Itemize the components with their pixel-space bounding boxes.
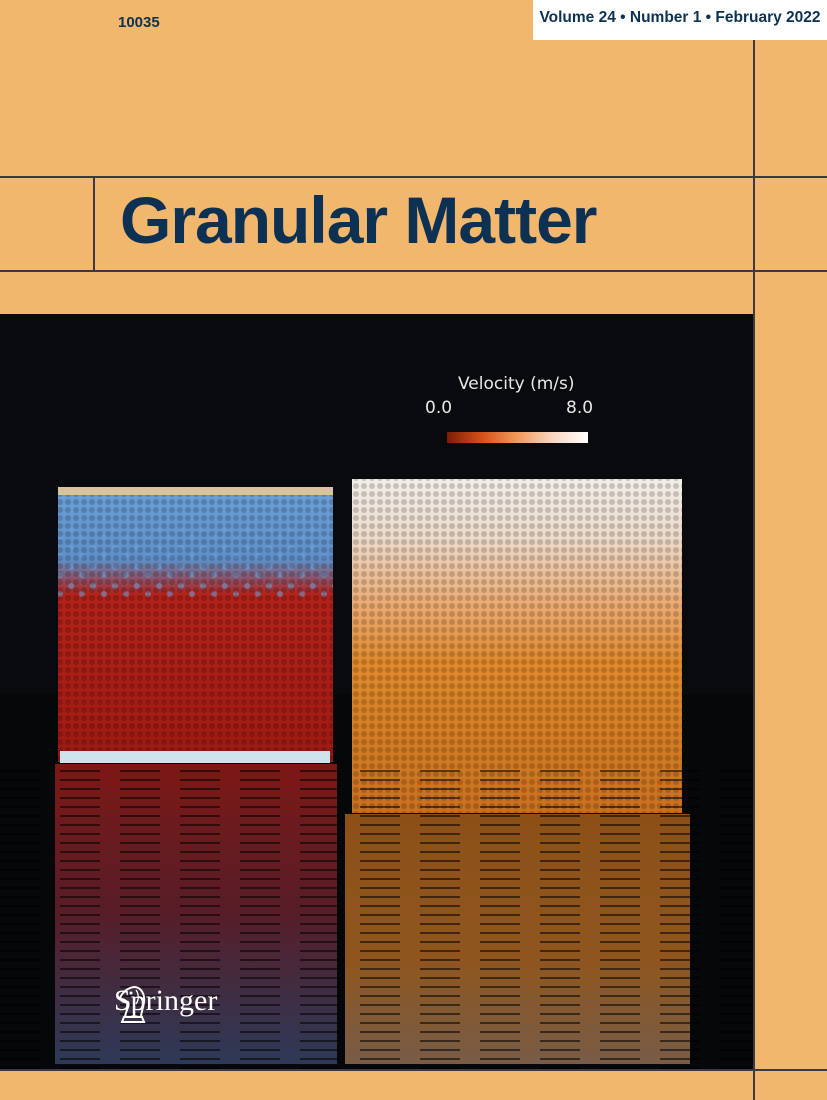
legend-color-bar (447, 432, 588, 443)
knight-chess-piece-icon (118, 985, 146, 1023)
issue-info: Volume 24 • Number 1 • February 2022 (539, 9, 821, 26)
publisher-logo: Springer (114, 984, 218, 1023)
cover-image: Velocity (m/s) 0.0 8.0 Springer (0, 314, 753, 1070)
legend-min-label: 0.0 (425, 398, 453, 418)
title-top-rule (0, 176, 827, 178)
right-vertical-rule (753, 40, 755, 1100)
issue-info-box: Volume 24 • Number 1 • February 2022 (533, 0, 827, 40)
title-left-rule (93, 177, 95, 271)
title-bottom-rule (0, 270, 827, 272)
publisher-name: Springer (114, 984, 218, 1017)
journal-id: 10035 (118, 14, 160, 31)
granular-simulation-render (0, 314, 753, 1070)
legend-title: Velocity (m/s) (458, 374, 575, 394)
journal-title: Granular Matter (120, 183, 597, 257)
legend-max-label: 8.0 (566, 398, 594, 418)
bottom-rule (0, 1069, 827, 1071)
